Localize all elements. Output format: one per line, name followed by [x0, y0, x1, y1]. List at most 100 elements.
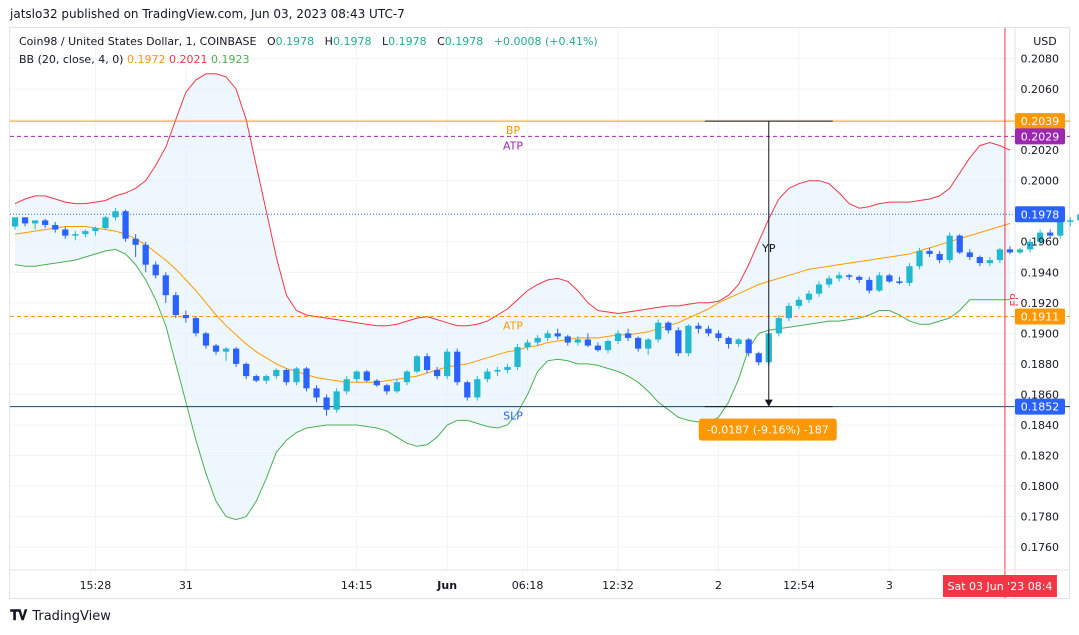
candle-body: [1006, 249, 1014, 253]
candle-body: [373, 380, 380, 386]
candle-body: [72, 234, 79, 236]
atp-top-badge-text: 0.2029: [1021, 130, 1060, 143]
candle-body: [383, 385, 390, 392]
candle-body: [856, 276, 863, 280]
candle-body: [1037, 232, 1044, 242]
candle-body: [886, 275, 893, 282]
candle-body: [604, 340, 612, 351]
candle-body: [32, 220, 39, 224]
bb-band-fill: [15, 73, 1010, 520]
candle-body: [1047, 232, 1054, 236]
candle-body: [434, 369, 441, 377]
candle-body: [303, 368, 310, 389]
candle-body: [926, 250, 933, 254]
candle-body: [494, 369, 501, 372]
candle-body: [554, 333, 561, 337]
bb-lower-value: 0.1923: [210, 53, 250, 66]
candle-body: [212, 345, 220, 352]
bp-badge: [1015, 113, 1065, 130]
price-tick-label: 0.1820: [1021, 449, 1060, 462]
price-tick-label: 0.1940: [1021, 266, 1060, 279]
candle-body: [956, 235, 963, 253]
bb-basis-value: 0.1972: [126, 53, 166, 66]
bb-upper-line: [14, 73, 1011, 327]
time-tick-label: 12:32: [602, 579, 634, 592]
candle-body: [313, 388, 320, 398]
time-crosshair-text: Sat 03 Jun '23 08:4: [947, 580, 1052, 593]
candle-body: [996, 249, 1004, 261]
time-tick-label: 14:15: [341, 579, 373, 592]
candle-body: [946, 235, 953, 261]
candle-body: [846, 275, 853, 277]
candle-body: [1057, 221, 1064, 236]
measure-result-box: [698, 418, 837, 441]
bp-badge-text: 0.2039: [1021, 115, 1060, 128]
bb-legend: BB (20, close, 4, 0) 0.1972 0.2021 0.192…: [19, 53, 249, 66]
candle-body: [413, 356, 421, 372]
time-tick-label: 31: [179, 579, 193, 592]
chart-frame: [9, 27, 1070, 599]
candle-body: [614, 333, 622, 341]
slp-badge-text: 0.1852: [1021, 401, 1060, 414]
candle-body: [574, 339, 581, 343]
measure-arrow-icon: [764, 399, 773, 407]
candle-body: [444, 351, 451, 377]
candle-body: [454, 351, 461, 383]
candle-body: [142, 244, 149, 265]
candle-body: [986, 260, 993, 264]
candle-body: [735, 339, 742, 345]
symbol-legend: Coin98 / United States Dollar, 1, COINBA…: [19, 35, 598, 48]
candle-body: [343, 379, 350, 392]
close-value: 0.1978: [444, 35, 484, 48]
tradingview-brand: TradingView: [32, 608, 111, 624]
candle-body: [906, 266, 913, 283]
open-value: 0.1978: [275, 35, 315, 48]
candle-body: [715, 333, 722, 338]
candle-body: [655, 322, 662, 340]
atp-top-label: ATP: [503, 139, 523, 152]
candle-body: [514, 347, 521, 367]
candle-body: [132, 238, 139, 245]
candle-body: [152, 264, 159, 276]
candle-body: [253, 376, 260, 381]
candle-body: [755, 353, 762, 363]
candle-body: [584, 339, 591, 346]
candle-body: [665, 322, 672, 331]
candle-body: [896, 281, 903, 283]
candle-body: [695, 325, 702, 329]
candle-body: [1016, 249, 1024, 253]
symbol-name: Coin98 / United States Dollar, 1, COINBA…: [19, 35, 257, 48]
candle-body: [82, 231, 89, 235]
candle-body: [363, 371, 370, 381]
low-label: L: [381, 35, 389, 48]
candle-body: [162, 275, 169, 296]
candle-body: [785, 305, 792, 319]
candle-body: [172, 295, 179, 316]
time-tick-label: Jun: [436, 579, 457, 592]
candle-body: [645, 339, 652, 349]
price-tick-label: 0.1760: [1021, 541, 1060, 554]
candle-body: [745, 339, 752, 354]
bb-lower-line: [14, 248, 1010, 521]
price-tick-label: 0.1900: [1021, 327, 1060, 340]
price-tick-label: 0.2060: [1021, 83, 1060, 96]
candle-body: [564, 336, 571, 343]
candle-body: [283, 369, 290, 383]
candle-body: [112, 211, 119, 218]
candle-body: [624, 333, 632, 338]
candle-body: [42, 220, 49, 225]
candle-body: [916, 250, 923, 267]
candle-body: [484, 371, 491, 380]
bb-upper-value: 0.2021: [168, 53, 208, 66]
candle-body: [725, 337, 732, 345]
candle-body: [1067, 220, 1074, 222]
tradingview-logo[interactable]: 𝐓𝐕 TradingView: [10, 608, 111, 624]
candle-body: [795, 299, 803, 306]
candle-body: [936, 253, 943, 261]
candle-body: [353, 371, 360, 380]
candle-body: [293, 368, 300, 383]
candle-body: [685, 325, 692, 354]
candle-body: [825, 278, 833, 285]
currency-label: USD: [1033, 35, 1057, 48]
